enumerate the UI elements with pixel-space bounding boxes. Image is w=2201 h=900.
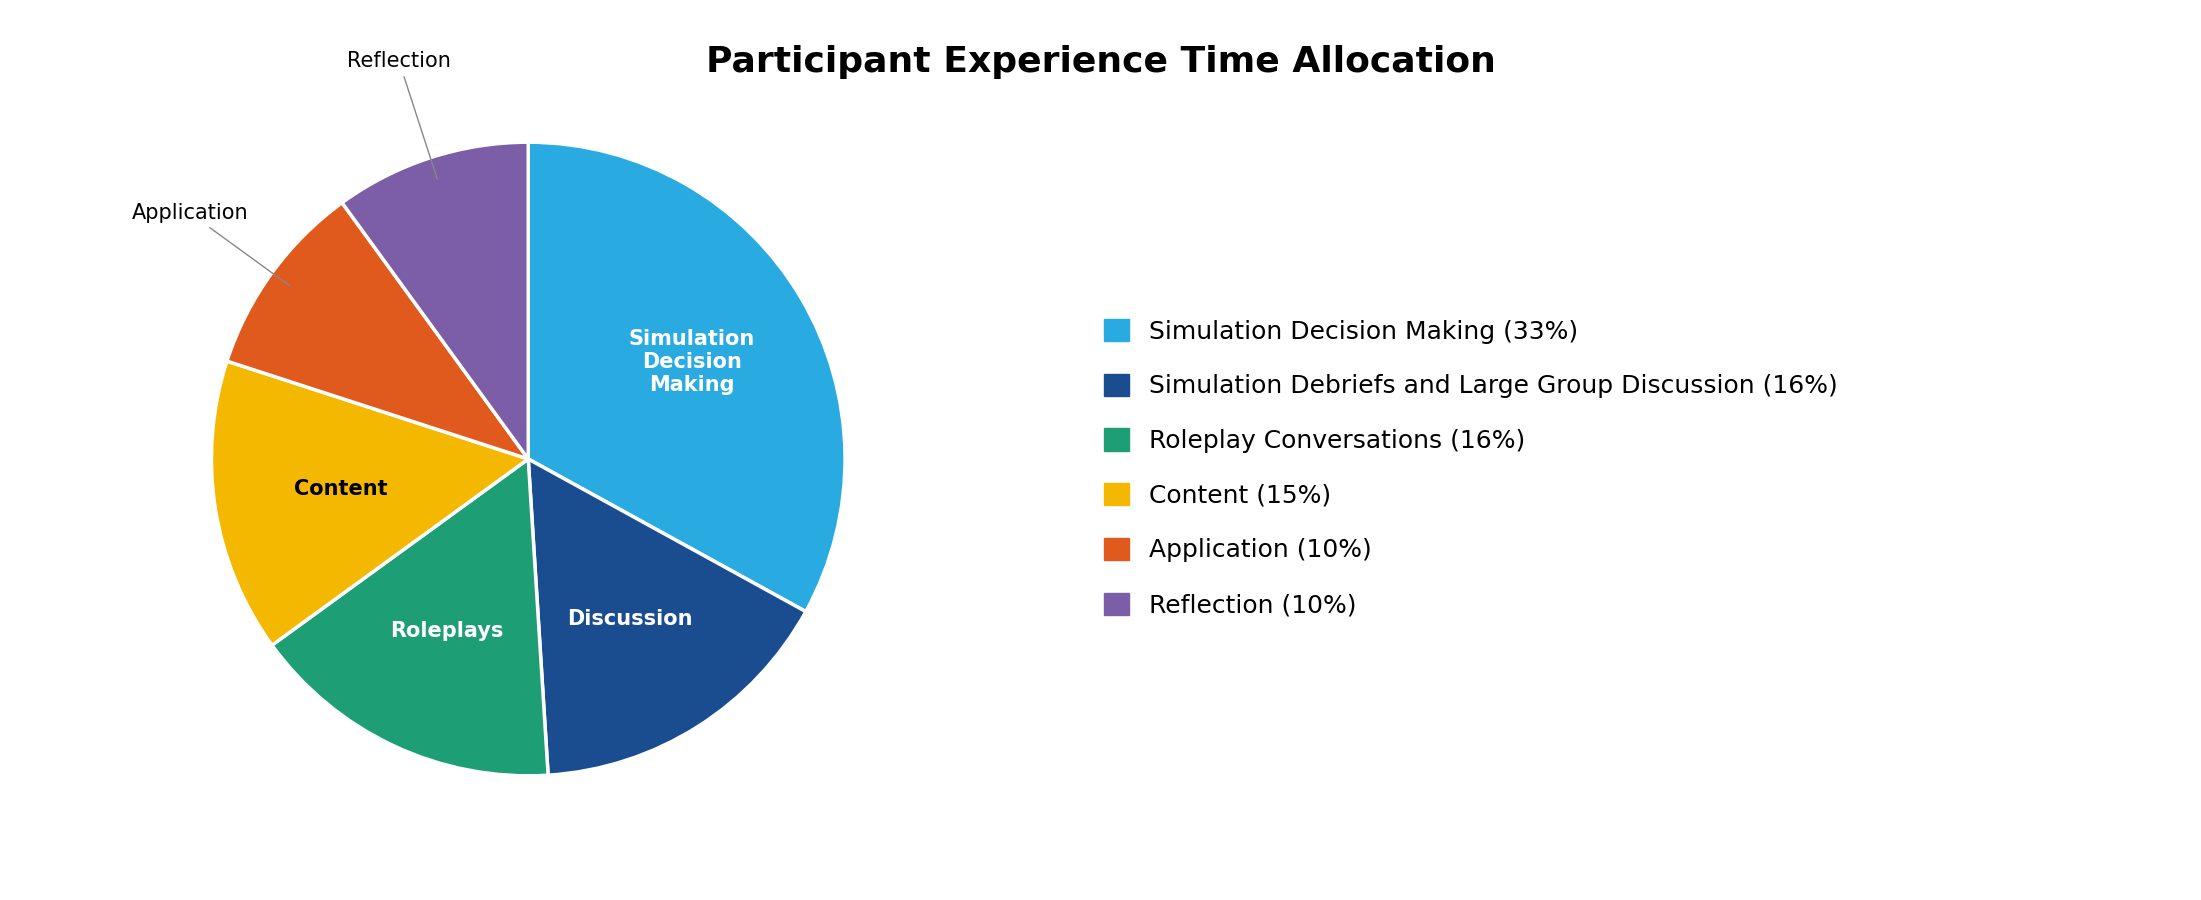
- Text: Reflection: Reflection: [348, 51, 451, 179]
- Text: Application: Application: [132, 203, 291, 286]
- Text: Roleplays: Roleplays: [390, 621, 504, 641]
- Wedge shape: [211, 361, 528, 645]
- Wedge shape: [227, 202, 528, 459]
- Text: Content: Content: [293, 479, 387, 499]
- Text: Discussion: Discussion: [568, 609, 693, 629]
- Wedge shape: [528, 142, 845, 612]
- Text: Participant Experience Time Allocation: Participant Experience Time Allocation: [707, 45, 1494, 79]
- Text: Simulation
Decision
Making: Simulation Decision Making: [629, 329, 755, 395]
- Wedge shape: [273, 459, 548, 776]
- Wedge shape: [341, 142, 528, 459]
- Legend: Simulation Decision Making (33%), Simulation Debriefs and Large Group Discussion: Simulation Decision Making (33%), Simula…: [1105, 319, 1838, 617]
- Wedge shape: [528, 459, 806, 775]
